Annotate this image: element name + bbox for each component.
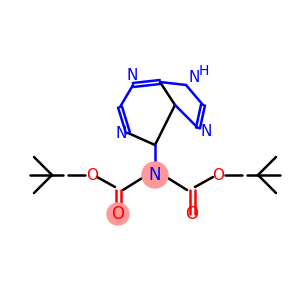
Text: O: O (185, 205, 199, 223)
Text: O: O (112, 205, 124, 223)
Text: N: N (149, 166, 161, 184)
Text: N: N (126, 68, 138, 83)
Text: N: N (200, 124, 212, 139)
Text: O: O (86, 167, 98, 182)
Circle shape (142, 162, 168, 188)
Circle shape (107, 203, 129, 225)
Text: N: N (188, 70, 200, 86)
Text: H: H (199, 64, 209, 78)
Text: N: N (115, 125, 127, 140)
Text: O: O (212, 167, 224, 182)
